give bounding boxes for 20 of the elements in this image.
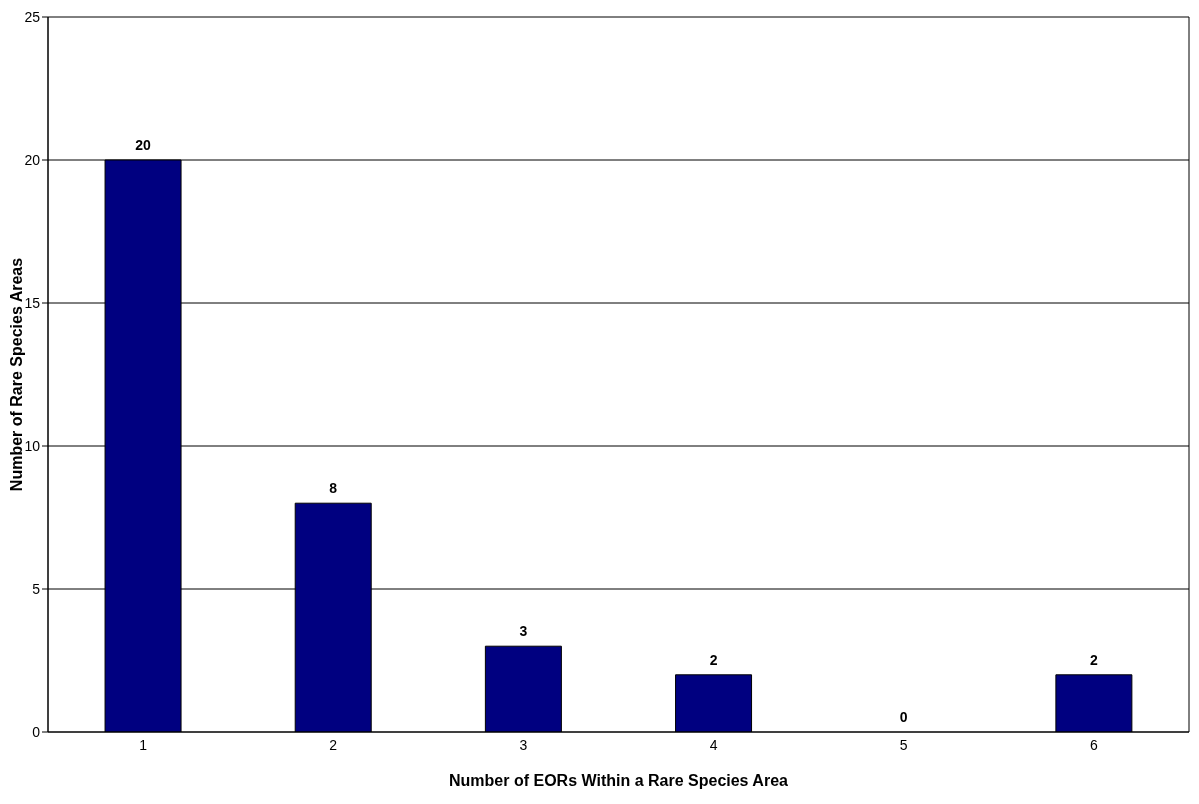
data-label: 20 (135, 137, 152, 153)
data-label: 8 (329, 480, 338, 497)
data-label: 3 (519, 623, 528, 640)
x-tick-label: 1 (139, 736, 148, 753)
y-tick-label: 5 (32, 580, 41, 597)
data-label: 2 (709, 651, 718, 668)
x-tick-label: 6 (1090, 736, 1099, 753)
data-label: 0 (899, 709, 908, 725)
x-tick-label: 5 (899, 736, 908, 753)
x-tick-label: 4 (709, 736, 718, 753)
x-tick-label: 2 (329, 736, 338, 753)
y-tick-label: 10 (24, 437, 41, 454)
y-tick-label: 25 (24, 8, 41, 25)
y-tick-label: 0 (32, 723, 41, 740)
x-tick-label: 3 (519, 736, 528, 753)
y-tick-label: 15 (24, 294, 41, 311)
x-axis-title: Number of EORs Within a Rare Species Area (449, 772, 789, 789)
data-label: 2 (1090, 651, 1099, 668)
y-axis-title: Number of Rare Species Areas (8, 257, 25, 492)
y-tick-label: 20 (24, 151, 41, 168)
